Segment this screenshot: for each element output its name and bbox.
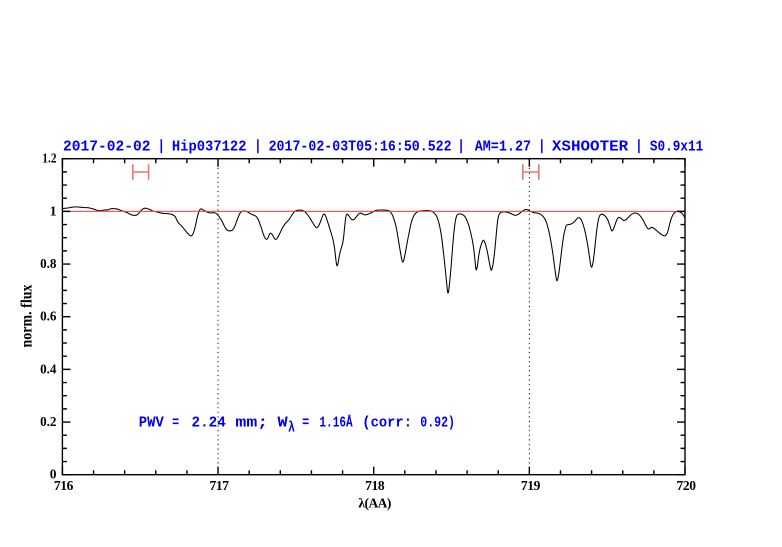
svg-text:0: 0	[50, 467, 57, 482]
svg-text:0.2: 0.2	[40, 414, 57, 429]
svg-text:1: 1	[50, 203, 57, 218]
svg-text:0.8: 0.8	[40, 256, 57, 271]
svg-text:2017-02-03T05:16:50.522: 2017-02-03T05:16:50.522	[269, 138, 452, 155]
svg-text:=: =	[302, 415, 309, 432]
svg-text:2017-02-02: 2017-02-02	[63, 138, 151, 155]
svg-text:0.92): 0.92)	[420, 415, 455, 432]
svg-text:Hip037122: Hip037122	[172, 138, 247, 155]
svg-text:1.2: 1.2	[42, 151, 56, 166]
svg-text:XSHOOTER: XSHOOTER	[552, 138, 628, 155]
svg-text:λ: λ	[288, 420, 295, 437]
svg-text:718: 718	[365, 478, 385, 493]
svg-text:λ(AA): λ(AA)	[358, 495, 391, 510]
svg-text:W: W	[278, 415, 288, 432]
svg-text:PWV: PWV	[139, 415, 164, 432]
svg-text:(corr:: (corr:	[362, 415, 412, 432]
svg-text:719: 719	[521, 478, 541, 493]
svg-text:0.6: 0.6	[40, 309, 57, 324]
svg-text:mm;: mm;	[235, 415, 268, 432]
svg-text:S0.9x11: S0.9x11	[650, 138, 703, 155]
svg-text:717: 717	[209, 478, 229, 493]
svg-text:716: 716	[54, 478, 74, 493]
svg-text:720: 720	[676, 478, 696, 493]
svg-text:AM=1.27: AM=1.27	[475, 138, 531, 155]
svg-text:0.4: 0.4	[40, 361, 57, 376]
svg-text:=: =	[172, 415, 179, 432]
svg-text:2.24: 2.24	[192, 415, 226, 432]
svg-text:1.16Å: 1.16Å	[319, 415, 352, 432]
svg-text:norm. flux: norm. flux	[18, 285, 35, 348]
